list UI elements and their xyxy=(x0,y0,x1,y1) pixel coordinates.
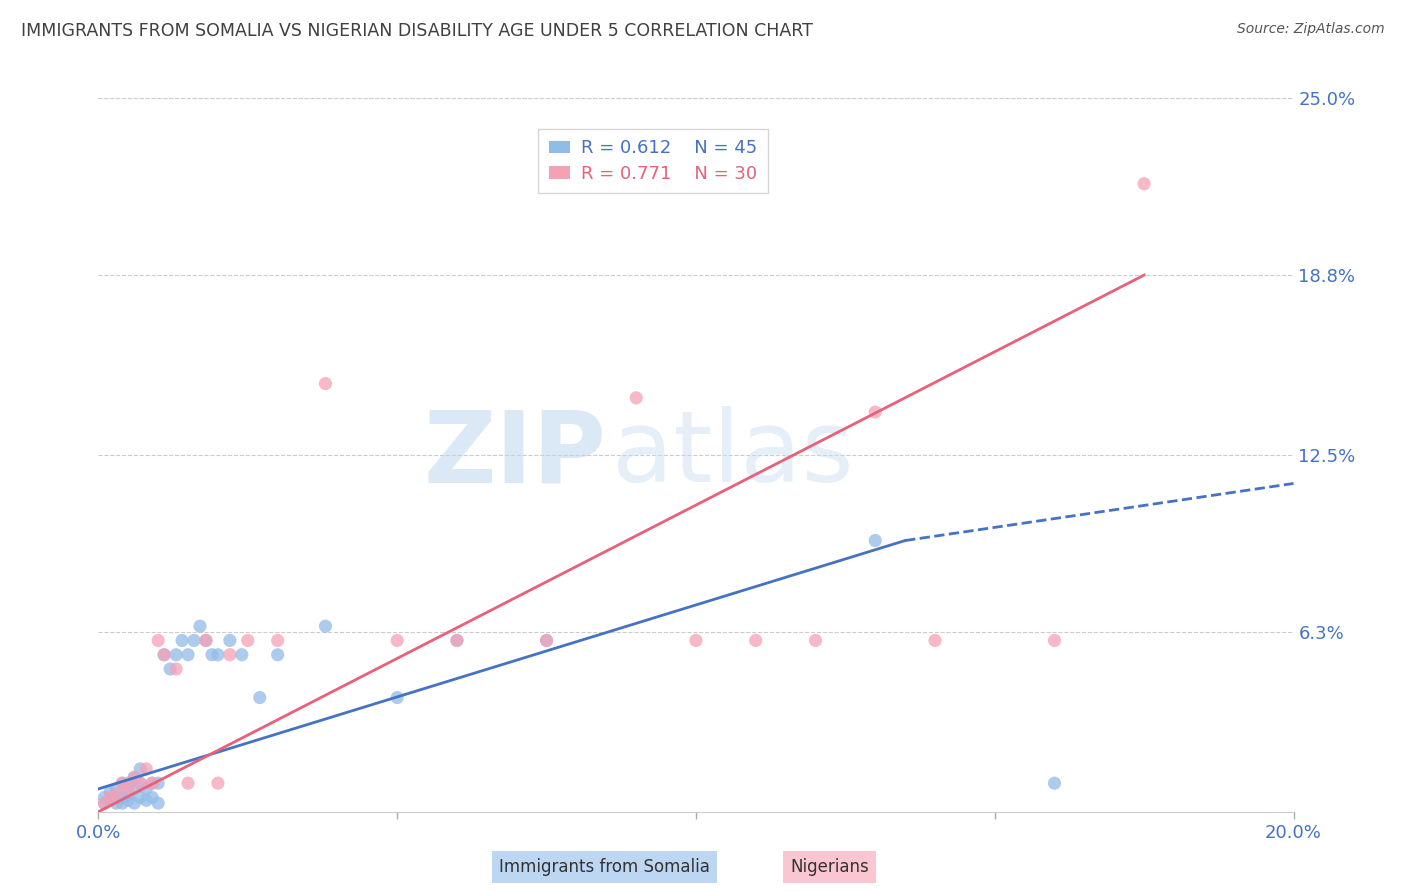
Point xyxy=(124,771,146,785)
Point xyxy=(536,633,558,648)
Text: IMMIGRANTS FROM SOMALIA VS NIGERIAN DISABILITY AGE UNDER 5 CORRELATION CHART: IMMIGRANTS FROM SOMALIA VS NIGERIAN DISA… xyxy=(21,22,813,40)
Point xyxy=(105,796,128,810)
Point xyxy=(159,662,181,676)
Point xyxy=(924,633,946,648)
Point xyxy=(249,690,271,705)
Point xyxy=(165,662,187,676)
Point xyxy=(207,648,229,662)
Point xyxy=(105,790,128,805)
Point xyxy=(111,776,134,790)
Point xyxy=(183,633,205,648)
Point xyxy=(1043,776,1066,790)
Point xyxy=(141,790,163,805)
Point xyxy=(865,405,887,419)
Point xyxy=(148,796,170,810)
Point xyxy=(135,793,157,807)
Text: Source: ZipAtlas.com: Source: ZipAtlas.com xyxy=(1237,22,1385,37)
Point xyxy=(267,633,290,648)
Point xyxy=(219,633,242,648)
Point xyxy=(865,533,887,548)
Point xyxy=(124,771,146,785)
Point xyxy=(105,788,128,802)
Point xyxy=(100,790,122,805)
Point xyxy=(446,633,468,648)
Point xyxy=(685,633,707,648)
Point xyxy=(129,776,152,790)
Point xyxy=(165,648,187,662)
Point xyxy=(117,781,139,796)
Point xyxy=(177,648,200,662)
Point xyxy=(111,790,134,805)
Point xyxy=(195,633,218,648)
Point xyxy=(195,633,218,648)
Point xyxy=(626,391,648,405)
Point xyxy=(111,796,134,810)
Point xyxy=(315,376,337,391)
Text: Immigrants from Somalia: Immigrants from Somalia xyxy=(499,858,710,876)
Point xyxy=(1043,633,1066,648)
Point xyxy=(177,776,200,790)
Point xyxy=(129,790,152,805)
Point xyxy=(231,648,253,662)
Point xyxy=(117,793,139,807)
Point xyxy=(93,796,115,810)
Point xyxy=(446,633,468,648)
Text: ZIP: ZIP xyxy=(423,407,606,503)
Point xyxy=(201,648,224,662)
Point xyxy=(804,633,827,648)
Point xyxy=(124,796,146,810)
Point xyxy=(93,790,115,805)
Point xyxy=(141,776,163,790)
Point xyxy=(124,781,146,796)
Point xyxy=(267,648,290,662)
Point xyxy=(135,781,157,796)
Point xyxy=(745,633,768,648)
Legend: R = 0.612    N = 45, R = 0.771    N = 30: R = 0.612 N = 45, R = 0.771 N = 30 xyxy=(537,128,768,194)
Point xyxy=(129,762,152,776)
Point xyxy=(207,776,229,790)
Text: Nigerians: Nigerians xyxy=(790,858,869,876)
Point xyxy=(153,648,176,662)
Point xyxy=(141,776,163,790)
Point xyxy=(135,762,157,776)
Point xyxy=(219,648,242,662)
Point xyxy=(117,788,139,802)
Point xyxy=(148,776,170,790)
Point xyxy=(385,690,409,705)
Point xyxy=(129,776,152,790)
Point xyxy=(148,633,170,648)
Point xyxy=(1133,177,1156,191)
Point xyxy=(100,785,122,799)
Point xyxy=(385,633,409,648)
Point xyxy=(536,633,558,648)
Point xyxy=(105,781,128,796)
Point xyxy=(188,619,211,633)
Point xyxy=(100,793,122,807)
Point xyxy=(315,619,337,633)
Point xyxy=(153,648,176,662)
Point xyxy=(93,796,115,810)
Point xyxy=(117,776,139,790)
Point xyxy=(111,776,134,790)
Point xyxy=(236,633,259,648)
Point xyxy=(172,633,194,648)
Text: atlas: atlas xyxy=(613,407,853,503)
